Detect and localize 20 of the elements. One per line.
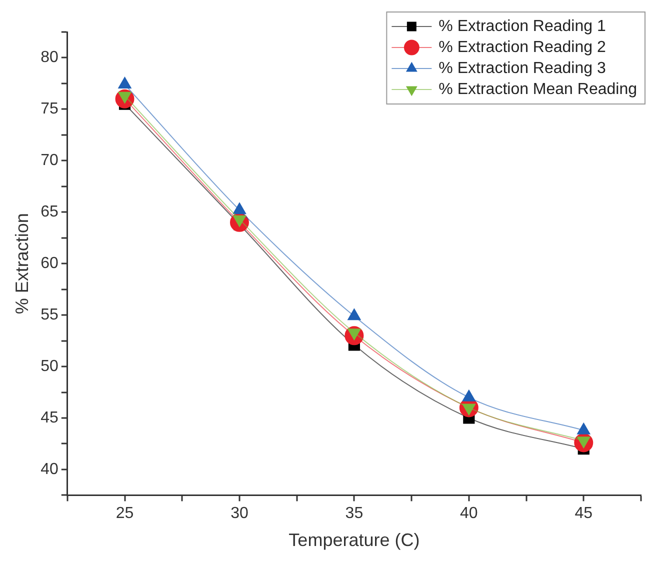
y-tick-label: 65 (40, 204, 58, 221)
y-tick-label: 50 (40, 358, 58, 375)
y-tick-label: 80 (40, 49, 58, 66)
y-axis-title: % Extraction (12, 213, 32, 314)
x-tick-label: 40 (460, 505, 478, 522)
y-tick-label: 55 (40, 306, 58, 324)
y-tick-label: 75 (40, 100, 58, 118)
legend-label: % Extraction Reading 3 (438, 60, 606, 77)
x-axis-title: Temperature (C) (288, 530, 420, 550)
y-tick-label: 40 (40, 460, 58, 478)
y-tick-label: 70 (40, 152, 58, 170)
legend-label: % Extraction Reading 1 (438, 18, 606, 35)
y-tick-label: 60 (40, 255, 58, 272)
legend-label: % Extraction Reading 2 (438, 38, 606, 56)
x-tick-label: 30 (230, 505, 248, 522)
x-tick-label: 35 (345, 505, 364, 522)
y-tick-label: 45 (40, 409, 58, 426)
legend-label: % Extraction Mean Reading (438, 80, 637, 98)
x-tick-label: 25 (116, 505, 134, 522)
x-tick-label: 45 (574, 505, 593, 522)
